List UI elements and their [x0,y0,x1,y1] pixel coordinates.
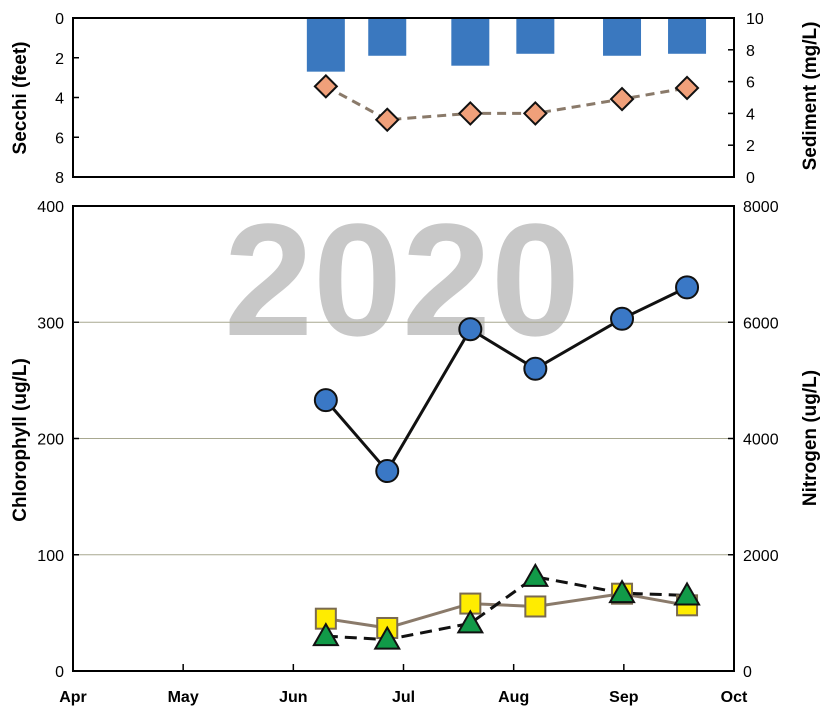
nitrogen-tick-label: 0 [743,664,752,681]
chlorophyll-point [375,459,400,484]
sediment-axis-title: Sediment (mg/L) [800,22,821,171]
triangle-series-point [521,562,550,587]
triangle-series-point [608,579,636,604]
sediment-point [674,75,700,101]
month-label: Sep [609,689,639,706]
secchi-tick-label: 6 [55,130,64,147]
triangle-series-point [312,622,340,647]
secchi-bar [306,18,345,72]
sediment-point [313,73,339,99]
secchi-tick-label: 0 [55,11,64,28]
triangle-series-point [373,625,401,650]
month-label: Aug [498,689,529,706]
secchi-bar [368,18,407,56]
chlorophyll-point [675,275,700,300]
chlorophyll-tick-label: 0 [55,664,64,681]
nitrogen-tick-label: 4000 [743,432,779,449]
sediment-tick-label: 0 [746,170,755,187]
chlorophyll-tick-label: 400 [37,199,64,216]
month-label: Oct [721,689,748,706]
secchi-tick-label: 4 [55,91,64,108]
month-label: Jul [392,689,415,706]
secchi-tick-label: 2 [55,51,64,68]
secchi-axis-title: Secchi (feet) [10,42,31,155]
sediment-point [609,86,635,112]
watermark-year: 2020 [224,190,580,369]
triangle-series-point [456,609,485,634]
secchi-bar [668,18,707,54]
chlorophyll-tick-label: 200 [37,432,64,449]
sediment-point [374,107,400,133]
month-label: May [168,689,199,706]
sediment-tick-label: 10 [746,11,764,28]
secchi-bar [603,18,642,56]
nitrogen-tick-label: 8000 [743,199,779,216]
sediment-tick-label: 8 [746,43,755,60]
month-label: Jun [279,689,307,706]
nitrogen-tick-label: 2000 [743,548,779,565]
secchi-bar [451,18,490,66]
chlorophyll-point [523,356,548,381]
sediment-line [325,85,688,122]
sediment-point [457,100,483,126]
month-label: Apr [59,689,87,706]
chlorophyll-tick-label: 100 [37,548,64,565]
triangle-series-point [673,581,701,606]
chlorophyll-axis-title: Chlorophyll (ug/L) [10,358,31,522]
sediment-point [522,100,548,126]
nitrogen-tick-label: 6000 [743,315,779,332]
secchi-tick-label: 8 [55,170,64,187]
sediment-tick-label: 2 [746,138,755,155]
chlorophyll-point [458,317,483,342]
nitrogen-point [524,595,547,618]
sediment-tick-label: 4 [746,106,755,123]
top-panel: 0 2 4 6 8 0 2 4 6 8 10 [55,11,764,187]
sediment-tick-label: 6 [746,75,755,92]
chlorophyll-point [313,388,338,413]
secchi-bar [516,18,555,54]
nitrogen-axis-title: Nitrogen (ug/L) [800,370,821,506]
chlorophyll-line [324,286,688,474]
chlorophyll-point [610,306,635,331]
chlorophyll-tick-label: 300 [37,315,64,332]
